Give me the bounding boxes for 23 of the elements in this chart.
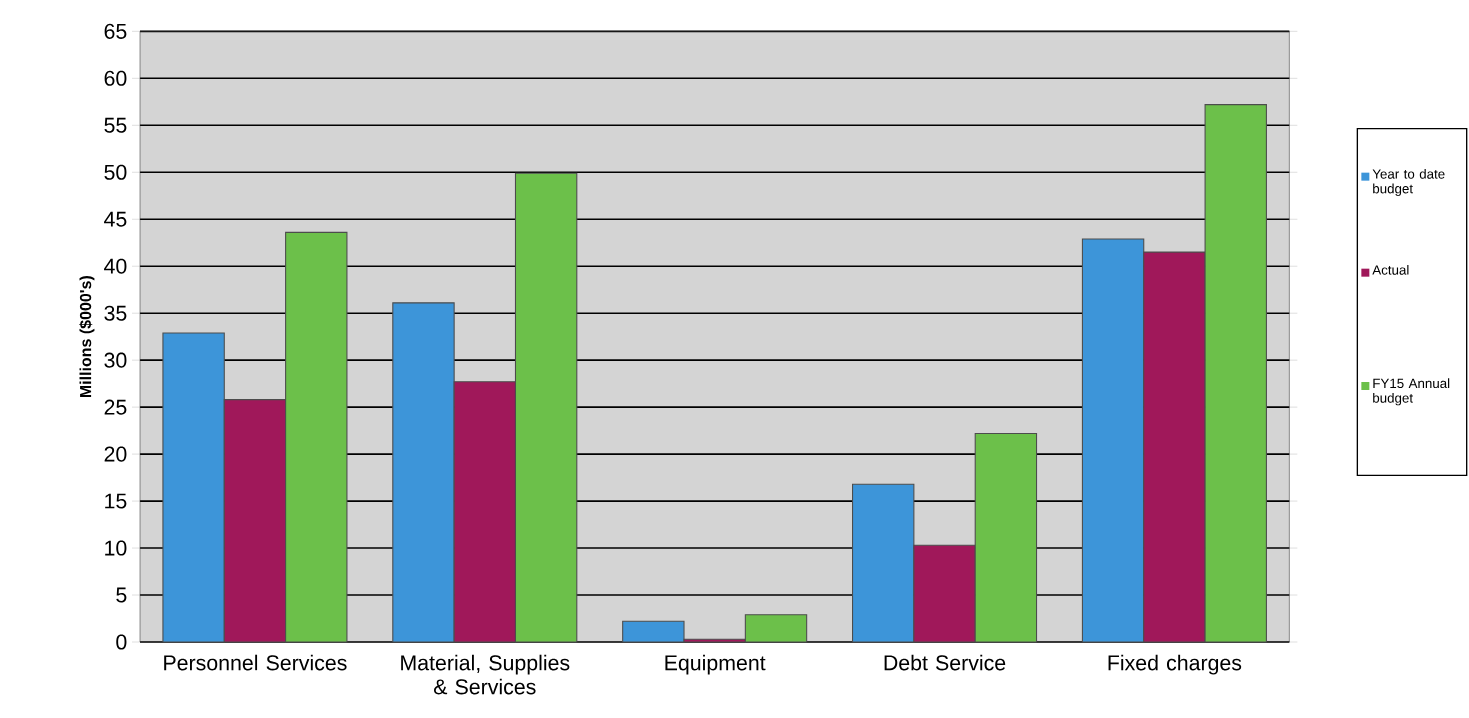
y-tick-label: 50: [104, 164, 127, 180]
x-tick-label: Material, Supplies & Services: [401, 654, 570, 695]
x-tick-label: Fixed charges: [1108, 654, 1242, 675]
y-tick-label: 25: [104, 399, 127, 415]
x-tick-label: Debt Service: [884, 654, 1006, 671]
y-tick-label: 40: [104, 258, 127, 274]
x-tick-label: Personnel Services: [164, 654, 347, 671]
y-tick-label: 30: [104, 352, 127, 368]
y-tick-label: 15: [105, 493, 127, 509]
legend-label: Actual: [1372, 264, 1409, 275]
y-axis-title: Millions ($000's): [79, 275, 95, 398]
y-tick-label: 5: [116, 587, 127, 603]
x-tick-label: Equipment: [665, 654, 766, 675]
y-tick-label: 10: [105, 540, 127, 556]
y-tick-label: 55: [104, 117, 127, 133]
y-tick-label: 45: [104, 211, 127, 227]
y-tick-label: 20: [104, 446, 127, 462]
y-tick-label: 35: [104, 305, 127, 321]
y-tick-label: 0: [116, 634, 127, 650]
legend-label: Year to date budget: [1372, 168, 1445, 197]
y-tick-label: 60: [104, 70, 127, 86]
y-tick-label: 65: [104, 23, 127, 39]
legend-label: FY15 Annual budget: [1373, 378, 1450, 406]
